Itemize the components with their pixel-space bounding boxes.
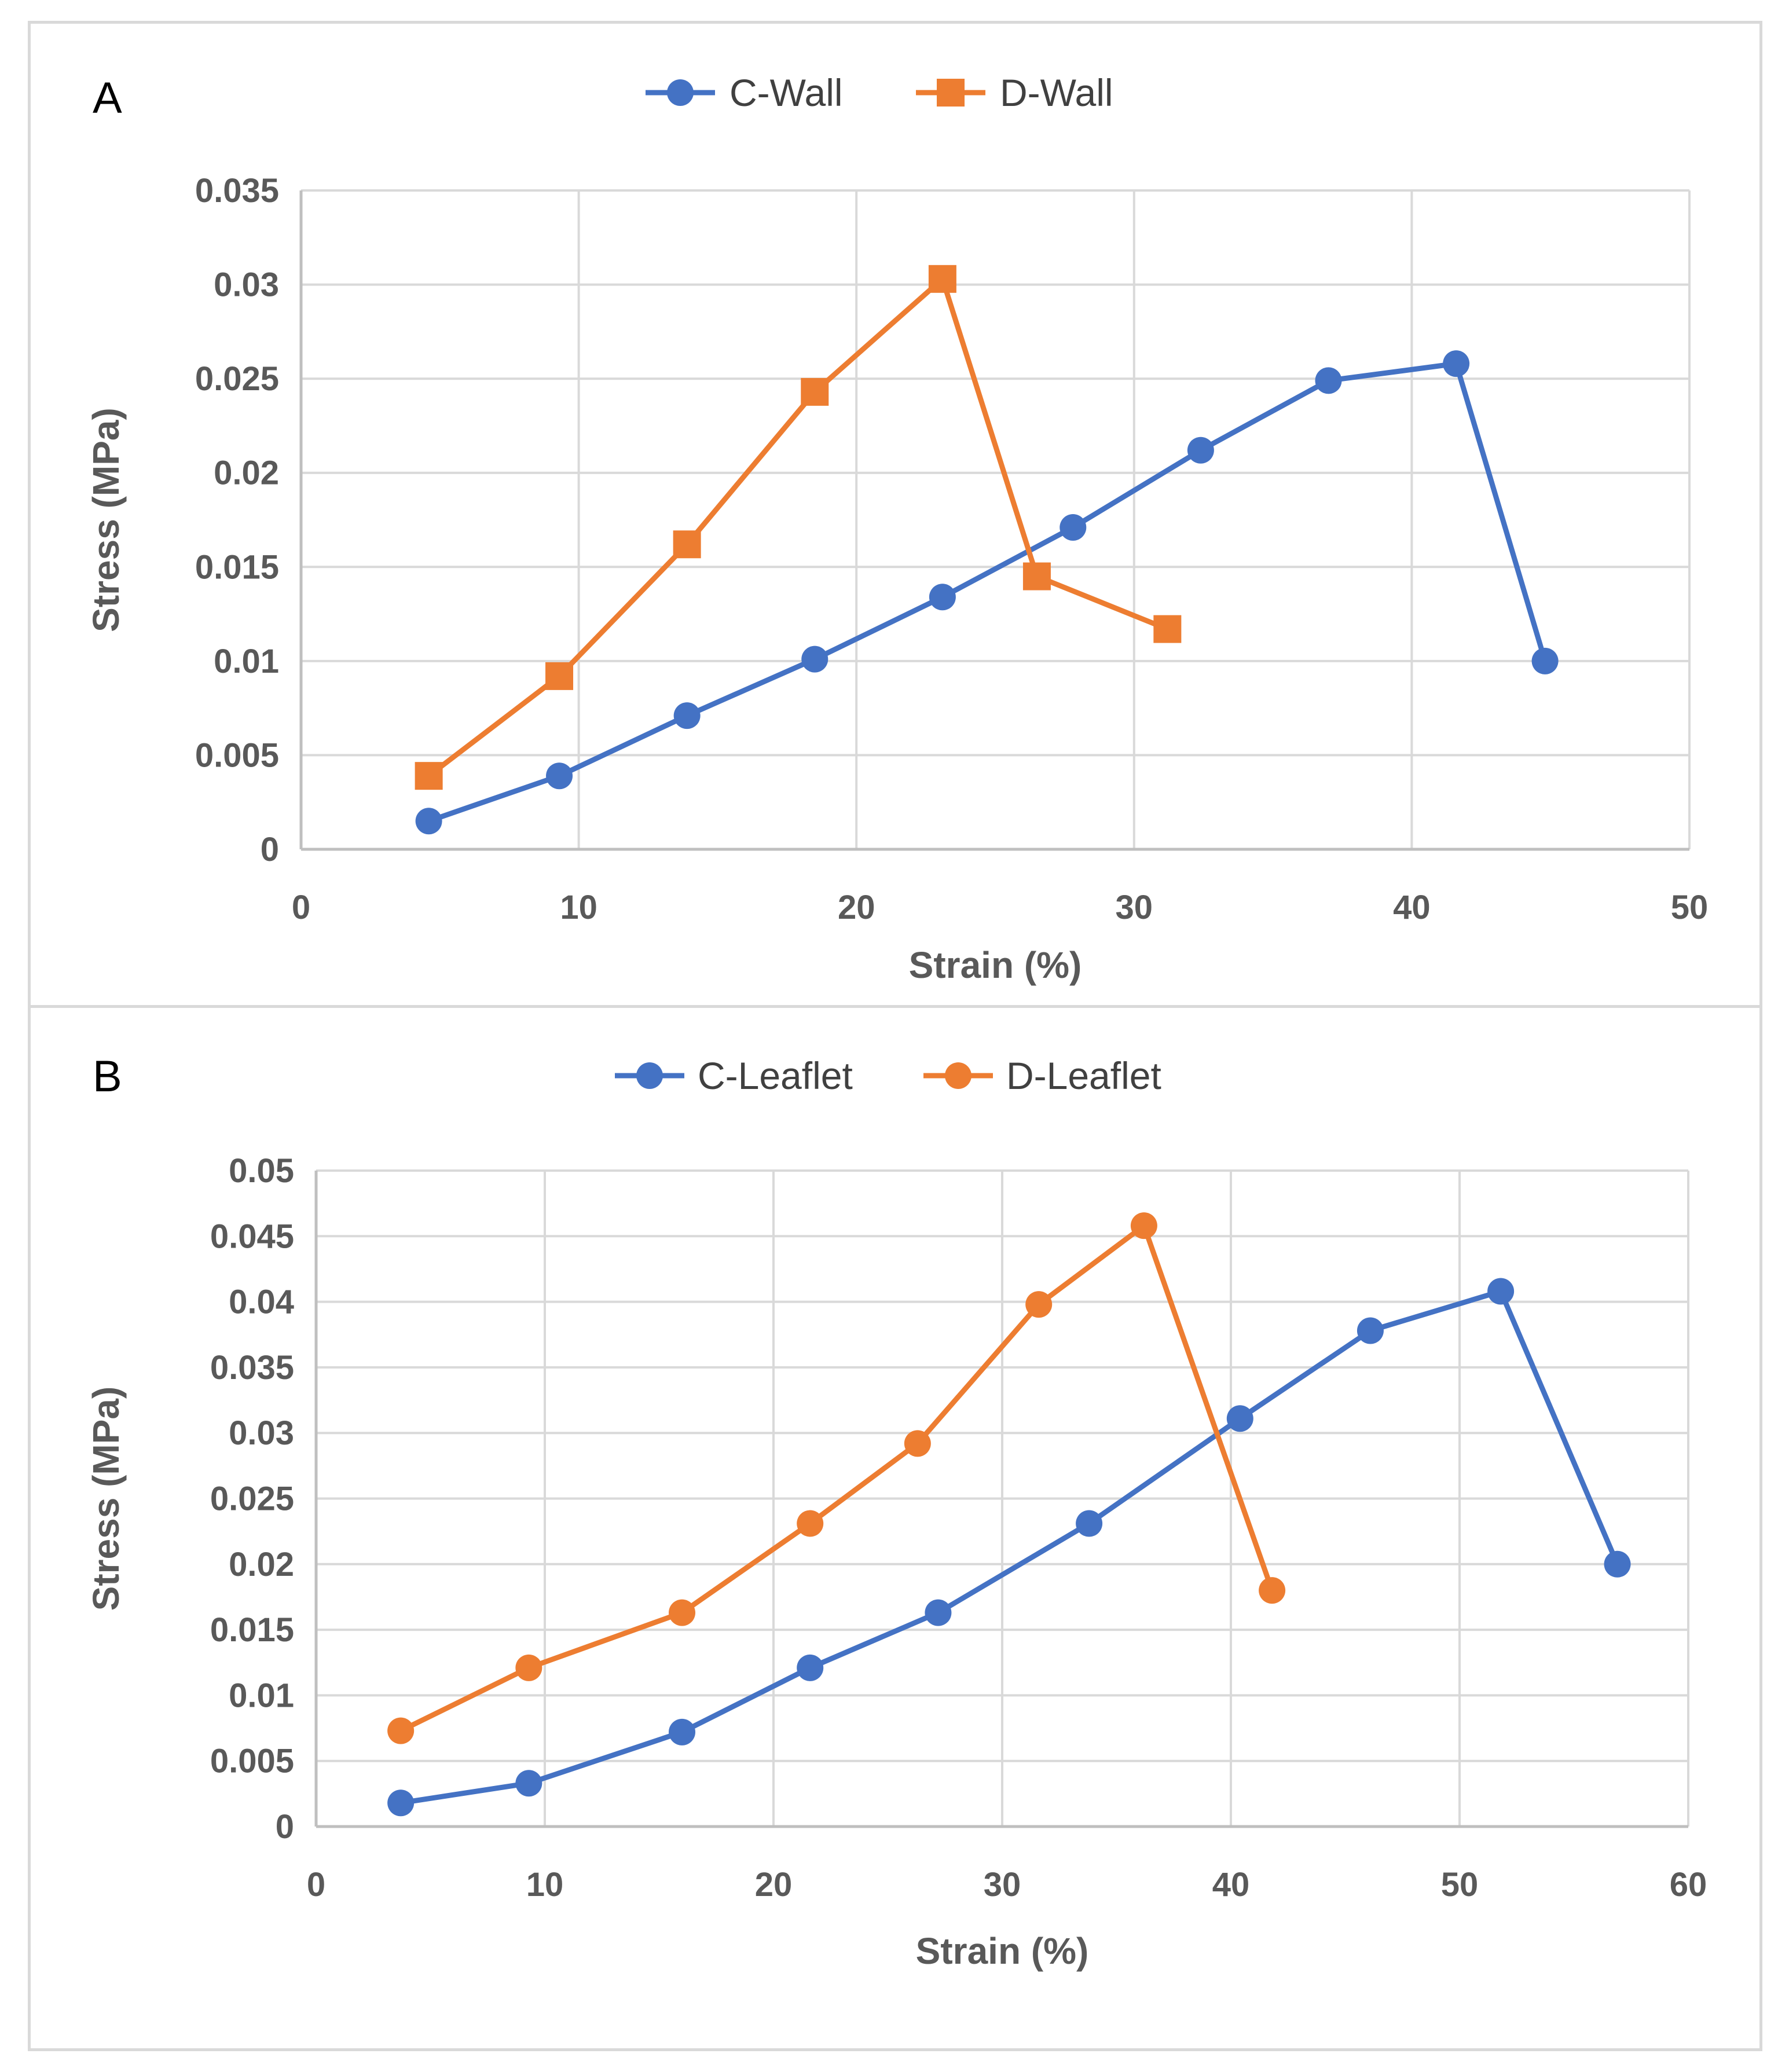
y-tick-label: 0 xyxy=(261,831,279,868)
legend-marker xyxy=(937,79,965,107)
y-tick-label: 0.01 xyxy=(214,643,279,680)
series-line-d-wall xyxy=(427,276,1169,778)
x-tick-label: 40 xyxy=(1212,1866,1250,1904)
x-tick-label: 0 xyxy=(307,1866,325,1904)
y-tick-label: 0.035 xyxy=(195,172,279,210)
panel-a xyxy=(28,21,1762,1008)
data-point xyxy=(673,702,701,729)
x-tick-label: 30 xyxy=(1116,889,1153,926)
y-tick-label: 0.025 xyxy=(195,360,279,398)
data-point xyxy=(1226,1405,1253,1432)
y-tick-label: 0.04 xyxy=(229,1283,294,1321)
data-point xyxy=(1060,514,1087,541)
data-point xyxy=(669,1599,695,1626)
data-point xyxy=(387,1717,415,1744)
data-point xyxy=(904,1430,931,1457)
data-point xyxy=(1259,1577,1286,1604)
y-tick-label: 0.015 xyxy=(195,548,279,586)
series-line-c-wall xyxy=(428,361,1548,824)
data-point xyxy=(1153,615,1182,643)
x-tick-label: 50 xyxy=(1671,889,1709,926)
legend-marker xyxy=(667,79,694,106)
data-point xyxy=(1187,437,1214,464)
data-point xyxy=(1022,562,1051,591)
y-axis-title: Stress (MPa) xyxy=(85,408,127,632)
series-line-c-leaflet xyxy=(400,1288,1620,1806)
data-point xyxy=(415,762,443,790)
y-tick-label: 0.045 xyxy=(210,1217,294,1255)
data-point xyxy=(1487,1278,1515,1305)
data-point xyxy=(546,762,573,790)
data-point xyxy=(1604,1550,1631,1578)
x-tick-label: 20 xyxy=(755,1866,793,1904)
data-point xyxy=(515,1770,542,1797)
legend-marker xyxy=(636,1062,663,1089)
data-point xyxy=(801,646,828,673)
x-axis-title: Strain (%) xyxy=(909,944,1082,986)
legend-label: D-Wall xyxy=(1000,71,1113,114)
x-tick-label: 60 xyxy=(1670,1866,1707,1904)
data-point xyxy=(925,1599,952,1626)
x-tick-label: 40 xyxy=(1393,889,1431,926)
data-point xyxy=(415,808,442,835)
x-axis-title: Strain (%) xyxy=(916,1930,1089,1972)
x-tick-label: 10 xyxy=(526,1866,564,1904)
legend-label: C-Wall xyxy=(729,71,843,114)
data-point xyxy=(1357,1317,1384,1344)
y-tick-label: 0 xyxy=(276,1808,294,1846)
x-tick-label: 10 xyxy=(560,889,597,926)
x-tick-label: 30 xyxy=(984,1866,1021,1904)
data-point xyxy=(928,265,956,293)
data-point xyxy=(1076,1510,1103,1537)
data-point xyxy=(1531,647,1559,674)
data-point xyxy=(1025,1291,1053,1318)
data-point xyxy=(669,1718,695,1745)
y-tick-label: 0.035 xyxy=(210,1349,294,1387)
data-point xyxy=(387,1789,415,1817)
y-axis-title: Stress (MPa) xyxy=(85,1387,127,1611)
data-point xyxy=(1443,350,1470,377)
y-tick-label: 0.025 xyxy=(210,1480,294,1518)
y-tick-label: 0.02 xyxy=(229,1546,294,1583)
data-point xyxy=(673,530,701,559)
x-tick-label: 50 xyxy=(1441,1866,1479,1904)
panel-label: A xyxy=(93,74,122,123)
y-tick-label: 0.005 xyxy=(210,1743,294,1780)
series-line-d-leaflet xyxy=(399,1223,1275,1733)
legend-label: D-Leaflet xyxy=(1006,1054,1161,1097)
data-point xyxy=(545,662,574,690)
y-tick-label: 0.02 xyxy=(214,454,279,492)
x-tick-label: 20 xyxy=(838,889,875,926)
y-tick-label: 0.015 xyxy=(210,1611,294,1649)
data-point xyxy=(515,1654,542,1681)
data-point xyxy=(797,1654,824,1681)
y-tick-label: 0.01 xyxy=(229,1677,294,1714)
data-point xyxy=(801,377,829,406)
legend-marker xyxy=(945,1062,972,1089)
data-point xyxy=(797,1510,824,1537)
x-tick-label: 0 xyxy=(292,889,310,926)
legend-label: C-Leaflet xyxy=(698,1054,853,1097)
data-point xyxy=(1315,367,1342,394)
data-point xyxy=(929,584,956,611)
data-point xyxy=(1130,1212,1157,1239)
y-tick-label: 0.05 xyxy=(229,1152,294,1190)
panel-label: B xyxy=(93,1052,122,1101)
y-tick-label: 0.03 xyxy=(214,266,279,304)
y-tick-label: 0.005 xyxy=(195,736,279,774)
y-tick-label: 0.03 xyxy=(229,1414,294,1452)
